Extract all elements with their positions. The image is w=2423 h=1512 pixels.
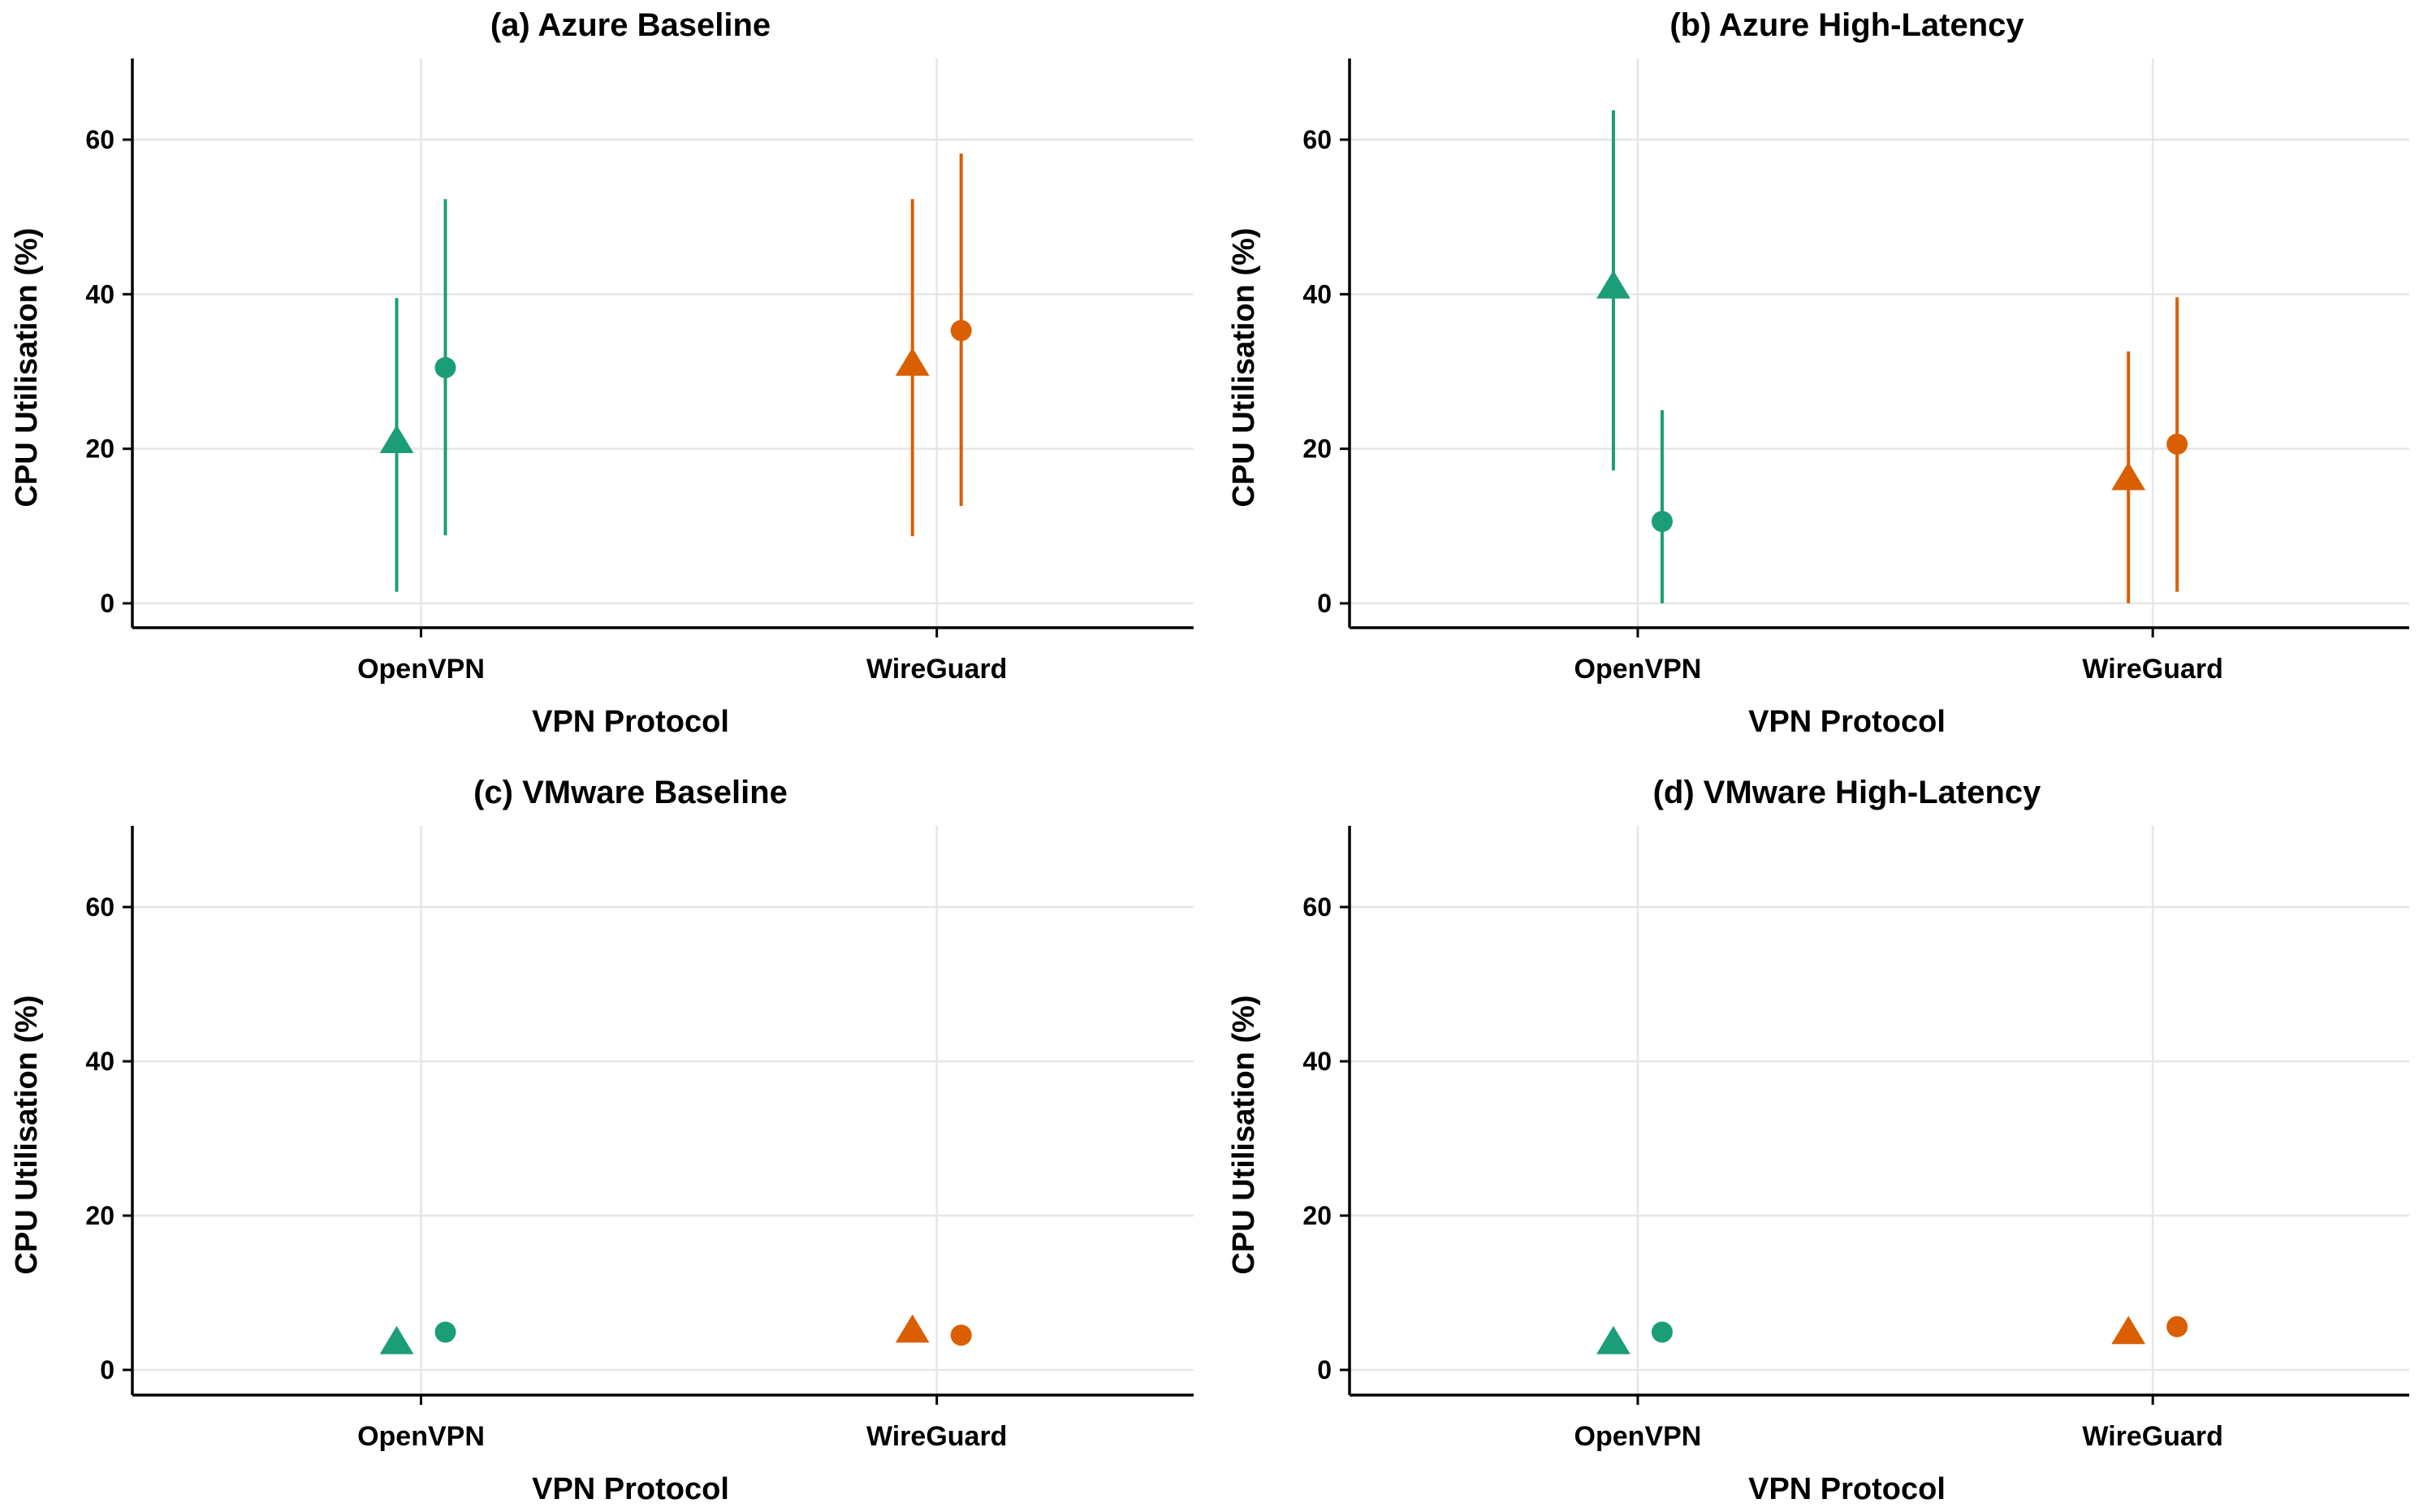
data-point-triangle <box>895 348 930 376</box>
data-point-triangle <box>1596 270 1630 299</box>
data-point-circle <box>950 320 972 342</box>
data-point-triangle <box>1596 1325 1630 1354</box>
y-tick-label: 40 <box>85 279 114 309</box>
x-category-label: OpenVPN <box>1574 1421 1702 1452</box>
y-axis-title: CPU Utilisation (%) <box>10 995 44 1274</box>
x-axis-title: VPN Protocol <box>1748 705 1946 739</box>
data-point-circle <box>950 1324 972 1346</box>
y-axis-title: CPU Utilisation (%) <box>10 227 44 507</box>
y-tick-label: 20 <box>85 1201 114 1230</box>
y-tick-label: 40 <box>1302 279 1332 309</box>
data-point-circle <box>434 1321 456 1343</box>
y-tick-label: 0 <box>100 1355 114 1385</box>
data-point-triangle <box>379 425 414 453</box>
x-category-label: OpenVPN <box>1574 654 1702 685</box>
data-point-triangle <box>2111 1315 2146 1345</box>
panel-title: (c) VMware Baseline <box>473 775 788 810</box>
y-tick-label: 0 <box>1317 589 1332 618</box>
chart-panel-2: 0 20 40 60 OpenVPN WireGuard (b) Azure High-La… <box>1227 7 2409 739</box>
data-point-circle <box>434 356 456 378</box>
x-category-label: WireGuard <box>2082 654 2223 685</box>
y-tick-label: 40 <box>85 1047 114 1076</box>
data-point-circle <box>1651 511 1673 533</box>
y-axis-title: CPU Utilisation (%) <box>1227 995 1261 1274</box>
x-category-label: WireGuard <box>866 1421 1008 1452</box>
y-tick-label: 60 <box>85 125 114 154</box>
x-category-label: WireGuard <box>2082 1421 2223 1452</box>
chart-panel-4: 0 20 40 60 OpenVPN WireGuard (d) VMware High-L… <box>1227 775 2409 1506</box>
x-axis-title: VPN Protocol <box>1748 1472 1946 1506</box>
data-point-circle <box>2166 1315 2188 1337</box>
x-category-label: OpenVPN <box>357 654 485 685</box>
y-tick-label: 0 <box>100 589 114 618</box>
data-point-triangle <box>2111 461 2146 490</box>
y-tick-label: 60 <box>85 892 114 922</box>
panel-title: (a) Azure Baseline <box>490 7 771 43</box>
y-axis-title: CPU Utilisation (%) <box>1227 227 1261 507</box>
y-tick-label: 0 <box>1317 1355 1332 1385</box>
y-tick-label: 60 <box>1302 892 1332 922</box>
panel-title: (b) Azure High-Latency <box>1669 7 2024 43</box>
x-axis-title: VPN Protocol <box>532 1472 729 1506</box>
y-tick-label: 60 <box>1302 125 1332 154</box>
data-point-triangle <box>895 1314 930 1343</box>
x-axis-title: VPN Protocol <box>532 705 729 739</box>
y-tick-label: 20 <box>85 434 114 464</box>
x-category-label: OpenVPN <box>357 1421 485 1452</box>
chart-panel-1: 0 20 40 60 OpenVPN WireGuard (a) Azure Baselin… <box>10 7 1194 739</box>
y-tick-label: 20 <box>1302 1201 1332 1230</box>
panel-title: (d) VMware High-Latency <box>1653 775 2042 810</box>
chart-panel-3: 0 20 40 60 OpenVPN WireGuard (c) VMware Baseli… <box>10 775 1194 1506</box>
data-point-circle <box>1651 1321 1673 1343</box>
data-point-circle <box>2166 433 2188 455</box>
data-point-triangle <box>379 1325 414 1354</box>
y-tick-label: 40 <box>1302 1047 1332 1076</box>
y-tick-label: 20 <box>1302 434 1332 464</box>
x-category-label: WireGuard <box>866 654 1008 685</box>
